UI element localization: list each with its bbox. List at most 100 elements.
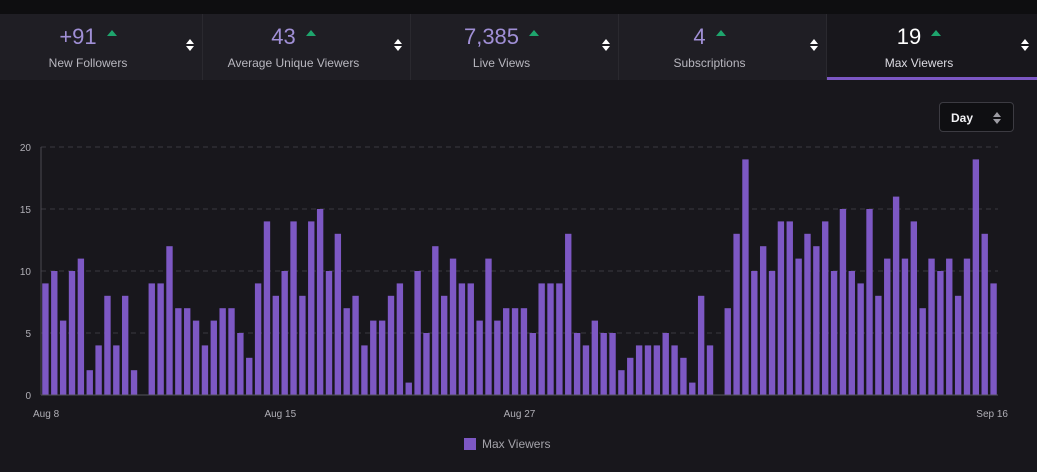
sort-icon[interactable] — [394, 39, 402, 51]
bar — [77, 258, 85, 395]
y-tick-label: 10 — [20, 267, 32, 278]
bar — [759, 246, 767, 395]
bar — [644, 345, 652, 395]
bar — [113, 345, 120, 395]
stat-tab-new-followers[interactable]: +91 New Followers — [0, 14, 203, 80]
x-tick-label: Aug 8 — [33, 409, 60, 420]
bar — [219, 308, 226, 395]
bar — [609, 333, 616, 395]
bar — [804, 233, 811, 395]
bar — [272, 295, 280, 395]
bar — [706, 345, 714, 395]
bar — [104, 295, 111, 395]
bar — [511, 308, 519, 395]
bar — [184, 308, 191, 395]
bar — [937, 271, 944, 395]
bar — [432, 246, 439, 395]
trend-up-icon — [931, 30, 942, 36]
bar — [653, 345, 661, 395]
bar — [946, 258, 953, 395]
bar — [59, 320, 67, 395]
bar — [201, 345, 209, 395]
bar — [325, 271, 333, 395]
bar — [237, 333, 244, 395]
stat-tab-subscriptions[interactable]: 4 Subscriptions — [619, 14, 827, 80]
bar — [414, 271, 421, 395]
bar — [449, 258, 457, 395]
bar — [671, 345, 678, 395]
bar — [547, 283, 554, 395]
bar — [813, 246, 820, 395]
bar — [768, 271, 776, 395]
bar — [538, 283, 545, 395]
bar — [565, 233, 572, 395]
stat-tab-live-views[interactable]: 7,385 Live Views — [411, 14, 619, 80]
bar — [573, 333, 581, 395]
stat-value: 7,385 — [463, 24, 520, 49]
y-tick-label: 15 — [20, 205, 32, 216]
bar — [396, 283, 404, 395]
chart-legend[interactable]: Max Viewers — [464, 437, 550, 451]
bar — [148, 283, 155, 395]
bar — [263, 221, 271, 395]
bar — [786, 221, 793, 395]
bar — [839, 209, 847, 395]
trend-up-icon — [529, 30, 540, 36]
select-arrows-icon — [993, 112, 1001, 124]
bar — [494, 320, 501, 395]
sort-icon[interactable] — [186, 39, 194, 51]
bar — [857, 283, 864, 395]
stat-tab-average-unique-viewers[interactable]: 43 Average Unique Viewers — [203, 14, 411, 80]
stat-label: Max Viewers — [884, 56, 954, 70]
legend-label: Max Viewers — [482, 437, 551, 451]
stat-value: +91 — [59, 24, 97, 49]
granularity-select[interactable]: Day — [939, 102, 1014, 132]
bar — [440, 295, 448, 395]
sort-icon[interactable] — [1021, 39, 1029, 51]
bar — [635, 345, 643, 395]
bar — [458, 283, 466, 395]
x-tick-label: Aug 15 — [264, 409, 296, 420]
sort-icon[interactable] — [810, 39, 818, 51]
bar — [689, 382, 696, 395]
bar — [830, 271, 838, 395]
stat-label: Subscriptions — [673, 56, 746, 70]
bar — [822, 221, 829, 395]
bar — [361, 345, 368, 395]
max-viewers-chart: 0 5 10 15 20 Aug 8 Aug 15 Aug 27 Sep 16 — [20, 143, 1009, 420]
trend-up-icon — [106, 30, 117, 36]
stat-tab-max-viewers[interactable]: 19 Max Viewers — [827, 14, 1037, 80]
bar — [529, 333, 536, 395]
bar — [95, 345, 102, 395]
bar — [86, 370, 93, 395]
bar — [343, 308, 350, 395]
y-tick-label: 20 — [20, 143, 32, 154]
bar — [892, 196, 900, 395]
bar — [503, 308, 510, 395]
bar — [591, 320, 599, 395]
bar — [919, 308, 926, 395]
legend-swatch — [464, 438, 476, 450]
bar — [556, 283, 563, 395]
bar — [733, 233, 740, 395]
bar — [662, 333, 669, 395]
trend-up-icon — [715, 30, 726, 36]
bar — [954, 295, 962, 395]
bar — [972, 159, 980, 395]
bar — [467, 283, 474, 395]
bar — [697, 295, 705, 395]
bar — [130, 370, 138, 395]
top-strip — [0, 0, 1037, 14]
bar — [316, 209, 324, 395]
bar — [210, 320, 217, 395]
sort-icon[interactable] — [602, 39, 610, 51]
bar — [192, 320, 200, 395]
bar — [485, 258, 492, 395]
x-tick-label: Sep 16 — [976, 409, 1008, 420]
y-tick-label: 5 — [25, 329, 31, 340]
trend-up-icon — [305, 30, 316, 36]
bar — [290, 221, 297, 395]
stat-value: 4 — [693, 24, 706, 49]
bar — [928, 258, 935, 395]
granularity-value: Day — [951, 111, 974, 125]
